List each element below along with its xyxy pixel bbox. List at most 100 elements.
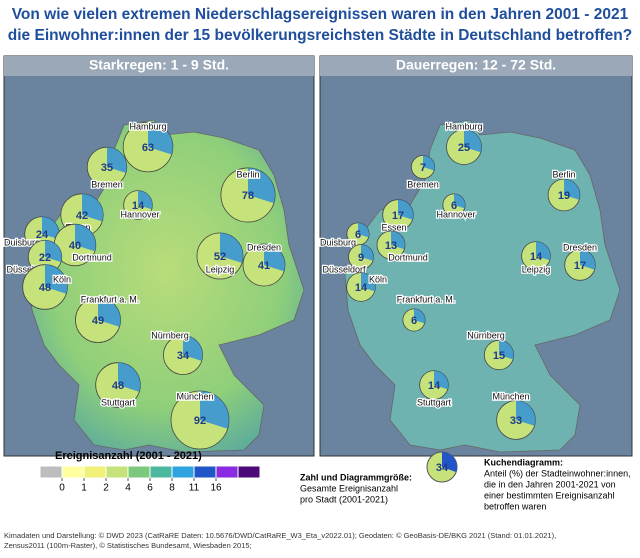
pie-slice	[183, 335, 203, 361]
panel-header	[320, 56, 632, 76]
size-legend-slice	[442, 452, 457, 472]
city-label: Hamburg	[445, 121, 482, 131]
city-label: Hannover	[120, 209, 159, 219]
city-value: 7	[420, 162, 426, 174]
city-value: 48	[112, 380, 124, 392]
pie-slice	[358, 222, 370, 238]
city-value: 19	[558, 190, 570, 202]
city-label: München	[492, 391, 529, 401]
panel-title: Dauerregen: 12 - 72 Std.	[396, 57, 556, 73]
city-value: 14	[428, 380, 441, 392]
city-value: 42	[76, 210, 88, 222]
pie-slice	[536, 241, 551, 261]
pie-legend-text: einer bestimmten Ereignisanzahl	[484, 490, 615, 500]
size-legend-text: Zahl und Diagrammgröße:	[300, 472, 412, 482]
city-label: Leipzig	[206, 264, 235, 274]
pie-legend-text: Anteil (%) der Stadteinwohner:innen,	[484, 468, 631, 478]
title-line: die Einwohner:innen der 15 bevölkerungsr…	[8, 27, 632, 44]
city-value: 35	[101, 162, 113, 174]
scale-box	[83, 465, 107, 479]
city-value: 14	[355, 282, 368, 294]
pie-slice	[42, 216, 60, 240]
pie-slice	[434, 370, 449, 390]
pie-slice	[75, 224, 96, 252]
city-label: Stuttgart	[101, 397, 136, 407]
city-label: Dortmund	[388, 252, 428, 262]
city-value: 78	[242, 190, 254, 202]
scale-tick-label: 0	[59, 483, 65, 494]
city-label: Bremen	[91, 179, 123, 189]
credits: Zensus2011 (100m-Raster), © Statistische…	[4, 541, 252, 550]
scale-box	[39, 465, 63, 479]
city-value: 49	[92, 315, 104, 327]
city-value: 52	[214, 251, 226, 263]
pie-slice	[220, 232, 243, 263]
pie-slice	[398, 199, 414, 220]
color-scale: 0 1 2 4 6 8 11 16	[39, 465, 261, 494]
pie-slice	[107, 147, 127, 173]
city-value: 34	[177, 350, 190, 362]
size-legend-text: Gesamte Ereignisanzahl	[300, 483, 398, 493]
city-value: 13	[385, 240, 397, 252]
pie-slice	[361, 272, 376, 292]
panel-title: Starkregen: 1 - 9 Std.	[89, 57, 229, 73]
city-value: 14	[530, 251, 543, 263]
pie-legend-text: Kuchendiagramm:	[484, 457, 563, 467]
city-label: Stuttgart	[417, 397, 452, 407]
city-label: Essen	[381, 222, 406, 232]
city-label: Leipzig	[522, 264, 551, 274]
scale-tick-label: 16	[210, 483, 222, 494]
city-value: 6	[451, 200, 457, 212]
scale-tick-label: 8	[169, 483, 175, 494]
city-label: Duisburg	[4, 237, 40, 247]
city-label: Bremen	[407, 179, 439, 189]
city-value: 9	[358, 252, 364, 264]
city-value: 15	[493, 350, 505, 362]
city-label: Nürnberg	[467, 330, 505, 340]
city-value: 6	[411, 315, 417, 327]
scale-box	[171, 465, 195, 479]
city-label: Berlin	[552, 169, 575, 179]
pie-slice	[516, 400, 536, 426]
city-label: Hannover	[436, 209, 475, 219]
scale-box	[127, 465, 151, 479]
title-line: Von wie vielen extremen Niederschlagsere…	[12, 6, 629, 23]
pie-slice	[464, 129, 482, 153]
pie-slice	[45, 264, 68, 294]
city-label: Nürnberg	[151, 330, 189, 340]
legend-title: Ereignisanzahl (2001 - 2021)	[55, 450, 202, 462]
city-label: Köln	[369, 274, 387, 284]
city-label: Düsseldorf	[322, 264, 366, 274]
pie-legend: Kuchendiagramm:Anteil (%) der Stadteinwo…	[484, 457, 631, 511]
city-value: 25	[458, 142, 470, 154]
pie-slice	[82, 193, 104, 222]
scale-tick-label: 6	[147, 483, 153, 494]
scale-box	[149, 465, 173, 479]
credits: Kimadaten und Darstellung: © DWD 2023 (C…	[4, 531, 556, 540]
city-label: Frankfurt a. M.	[81, 294, 140, 304]
scale-tick-label: 1	[81, 483, 87, 494]
city-value: 17	[574, 260, 586, 272]
city-value: 17	[392, 210, 404, 222]
city-label: Köln	[53, 274, 71, 284]
pie-slice	[414, 308, 426, 324]
pie-slice	[361, 244, 374, 261]
scale-tick-label: 4	[125, 483, 131, 494]
scale-tick-label: 11	[189, 483, 200, 494]
city-value: 6	[355, 229, 361, 241]
city-value: 48	[39, 282, 51, 294]
city-value: 33	[510, 415, 522, 427]
panel-header	[4, 56, 314, 76]
city-label: Dresden	[563, 242, 597, 252]
city-label: Hamburg	[129, 121, 166, 131]
scale-tick-label: 2	[103, 483, 109, 494]
city-value: 40	[69, 240, 81, 252]
size-legend-text: pro Stadt (2001-2021)	[300, 494, 388, 504]
city-value: 41	[258, 260, 270, 272]
pie-slice	[391, 230, 405, 250]
city-label: Dresden	[247, 242, 281, 252]
pie-legend-text: betroffen waren	[484, 501, 546, 511]
pie-slice	[580, 249, 596, 270]
city-label: Frankfurt a. M.	[397, 294, 456, 304]
